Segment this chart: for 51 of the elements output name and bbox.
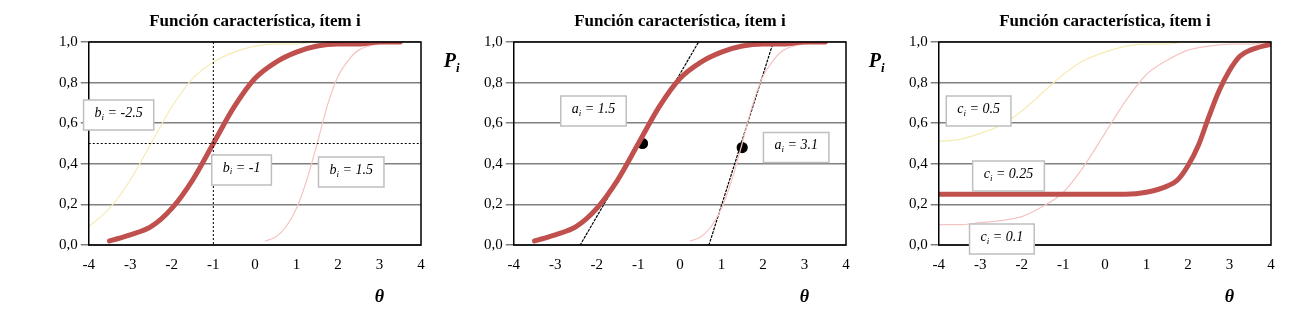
x-tick-label: 4: [842, 255, 851, 272]
y-tick-label: 0,4: [909, 154, 929, 171]
y-tick-label: 1,0: [484, 32, 503, 49]
y-tick-label: 0,6: [484, 114, 504, 131]
y-tick-label: 0,2: [909, 195, 928, 212]
x-axis-title: θ: [799, 285, 810, 306]
chart-title: Función característica, ítem i: [999, 11, 1211, 31]
x-tick-label: -2: [1015, 255, 1029, 272]
x-tick-label: 2: [334, 255, 342, 272]
x-tick-label: 3: [1225, 255, 1234, 272]
x-tick-label: 0: [1101, 255, 1109, 272]
x-axis-title: θ: [1224, 285, 1235, 306]
x-tick-label: -3: [124, 255, 137, 272]
x-tick-label: 0: [251, 255, 259, 272]
y-tick-label: 1,0: [59, 32, 78, 49]
x-tick-label: -3: [549, 255, 562, 272]
x-tick-label: 2: [759, 255, 767, 272]
chart-title: Función característica, ítem i: [149, 11, 361, 31]
x-tick-label: -4: [82, 255, 96, 272]
x-tick-label: 1: [292, 255, 301, 272]
x-tick-label: -2: [590, 255, 604, 272]
y-tick-label: 0,0: [59, 235, 78, 252]
y-tick-label: 0,2: [484, 195, 503, 212]
y-tick-label: 0,0: [909, 235, 928, 252]
y-tick-label: 0,8: [484, 73, 503, 90]
y-tick-label: 0,2: [59, 195, 78, 212]
x-tick-label: 3: [800, 255, 809, 272]
x-tick-label: 2: [1184, 255, 1192, 272]
x-tick-label: -1: [1057, 255, 1070, 272]
x-tick-label: -4: [932, 255, 946, 272]
y-tick-label: 0,4: [484, 154, 504, 171]
y-tick-label: 0,8: [59, 73, 78, 90]
x-tick-label: 1: [1142, 255, 1151, 272]
x-tick-label: 1: [717, 255, 726, 272]
x-tick-label: -2: [165, 255, 179, 272]
x-tick-label: 3: [375, 255, 384, 272]
y-tick-label: 0,0: [484, 235, 503, 252]
x-tick-label: 4: [1267, 255, 1276, 272]
x-tick-label: 0: [676, 255, 684, 272]
y-tick-label: 0,4: [59, 154, 79, 171]
y-tick-label: 1,0: [909, 32, 928, 49]
x-tick-label: 4: [417, 255, 426, 272]
x-axis-title: θ: [374, 285, 385, 306]
y-tick-label: 0,8: [909, 73, 928, 90]
x-tick-label: -4: [507, 255, 521, 272]
x-tick-label: -1: [632, 255, 645, 272]
chart-title: Función característica, ítem i: [574, 11, 786, 31]
x-tick-label: -3: [974, 255, 987, 272]
y-tick-label: 0,6: [909, 114, 929, 131]
y-tick-label: 0,6: [59, 114, 79, 131]
x-tick-label: -1: [207, 255, 220, 272]
